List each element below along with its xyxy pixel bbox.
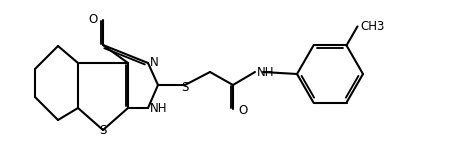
Text: CH3: CH3	[360, 20, 385, 33]
Text: NH: NH	[150, 102, 167, 116]
Text: NH: NH	[257, 66, 274, 78]
Text: O: O	[89, 12, 98, 25]
Text: S: S	[99, 123, 107, 137]
Text: N: N	[150, 56, 159, 69]
Text: S: S	[181, 81, 189, 93]
Text: O: O	[238, 103, 247, 117]
